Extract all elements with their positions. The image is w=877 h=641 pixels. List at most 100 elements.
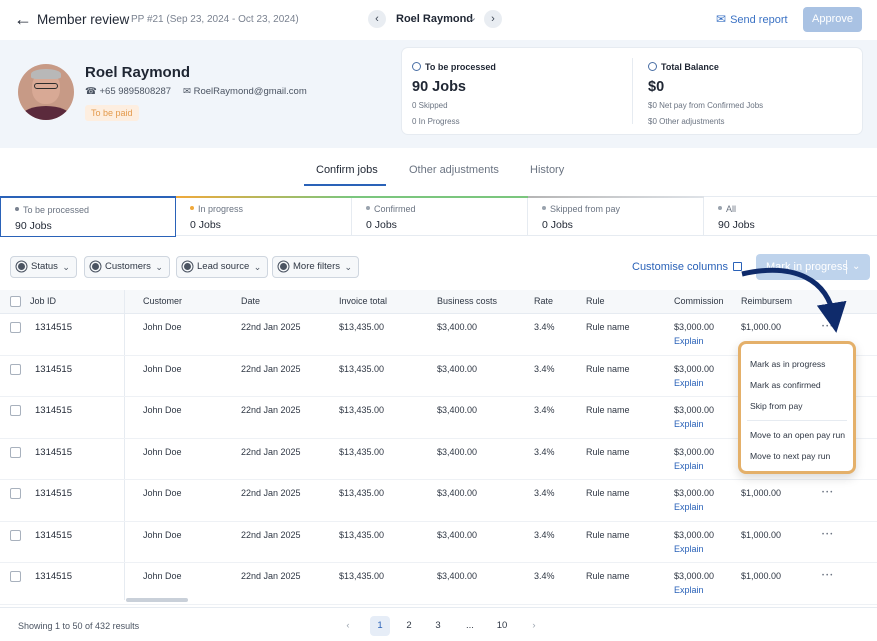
pagination-footer: Showing 1 to 50 of 432 results ‹ 1 2 3 .… <box>0 607 877 641</box>
stat-to-be-processed: To be processed 90 Jobs 0 Skipped 0 In P… <box>402 48 622 134</box>
page-3[interactable]: 3 <box>435 620 441 631</box>
table-header: Job ID Customer Date Invoice total Busin… <box>0 290 877 314</box>
row-more-icon[interactable]: ••• <box>822 490 835 496</box>
table-row[interactable]: 1314515 John Doe 22nd Jan 2025 $13,435.00 $3… <box>0 314 877 356</box>
cell-rate: 3.4% <box>534 322 555 332</box>
menu-move-open-pay-run[interactable]: Move to an open pay run <box>750 430 846 440</box>
col-date[interactable]: Date <box>241 296 261 306</box>
cell-rule: Rule name <box>586 488 630 498</box>
table-row[interactable]: 1314515 John Doe 22nd Jan 2025 $13,435.00 $3… <box>0 480 877 522</box>
table-row[interactable]: 1314515 John Doe 22nd Jan 2025 $13,435.00 $3… <box>0 522 877 563</box>
filter-icon <box>280 263 287 270</box>
filter-customers[interactable]: Customers ⌄ <box>84 256 170 278</box>
filter-lead-source[interactable]: Lead source ⌄ <box>176 256 269 278</box>
status-label: In progress <box>198 204 244 214</box>
col-reimbursement[interactable]: Reimbursem <box>741 296 793 306</box>
filter-more[interactable]: More filters ⌄ <box>272 256 359 278</box>
col-rule[interactable]: Rule <box>586 296 605 306</box>
top-bar: ← Member review PP #21 (Sep 23, 2024 - O… <box>0 0 877 40</box>
row-checkbox[interactable] <box>10 446 21 458</box>
stat-sub-in-progress: 0 In Progress <box>412 117 460 126</box>
row-more-icon[interactable]: ••• <box>822 531 835 538</box>
next-member-chevron-right-icon[interactable]: › <box>484 10 502 28</box>
row-checkbox[interactable] <box>10 363 21 375</box>
stat-sub-skipped: 0 Skipped <box>412 101 448 110</box>
chevron-down-icon[interactable]: ⌄ <box>852 261 861 272</box>
explain-link[interactable]: Explain <box>674 419 704 429</box>
menu-skip-from-pay[interactable]: Skip from pay <box>750 401 803 411</box>
cell-job-id: 1314515 <box>35 322 72 333</box>
select-all-checkbox[interactable] <box>10 296 21 307</box>
cell-commission: $3,000.00 <box>674 571 715 581</box>
status-card-confirmed[interactable]: Confirmed 0 Jobs <box>352 196 528 236</box>
col-customer[interactable]: Customer <box>143 296 183 306</box>
status-label: Skipped from pay <box>550 204 621 214</box>
next-page-chevron-right-icon[interactable]: › <box>532 620 536 631</box>
cell-invoice-total: $13,435.00 <box>339 363 385 374</box>
table-row[interactable]: 1314515 John Doe 22nd Jan 2025 $13,435.00 $3… <box>0 356 877 397</box>
col-business-costs[interactable]: Business costs <box>437 296 498 306</box>
page-1[interactable]: 1 <box>370 616 390 636</box>
status-value: 0 Jobs <box>190 219 221 231</box>
cell-rate: 3.4% <box>534 446 555 457</box>
menu-move-next-pay-run[interactable]: Move to next pay run <box>750 451 831 461</box>
cell-rule: Rule name <box>586 446 630 457</box>
row-checkbox[interactable] <box>10 322 21 333</box>
status-card-skipped[interactable]: Skipped from pay 0 Jobs <box>528 196 704 236</box>
tab-bar: Confirm jobs Other adjustments History <box>0 158 877 188</box>
cell-business-costs: $3,400.00 <box>437 322 478 332</box>
status-card-in-progress[interactable]: In progress 0 Jobs <box>176 196 352 236</box>
phone-text: +65 9895808287 <box>99 86 172 97</box>
status-label: Confirmed <box>374 204 416 214</box>
page-10[interactable]: 10 <box>496 620 508 631</box>
table-row[interactable]: 1314515 John Doe 22nd Jan 2025 $13,435.00 $3… <box>0 563 877 605</box>
page-2[interactable]: 2 <box>406 620 412 631</box>
cell-date: 22nd Jan 2025 <box>241 322 301 332</box>
tab-confirm-jobs[interactable]: Confirm jobs <box>316 164 378 176</box>
tab-other-adjustments[interactable]: Other adjustments <box>409 164 499 176</box>
filter-status[interactable]: Status ⌄ <box>10 256 77 278</box>
stat-value: $0 <box>648 79 665 95</box>
row-checkbox[interactable] <box>10 488 21 499</box>
row-checkbox[interactable] <box>10 405 21 416</box>
prev-page-chevron-left-icon[interactable]: ‹ <box>346 620 350 631</box>
cell-commission: $3,000.00 <box>674 322 715 332</box>
active-tab-indicator <box>304 184 386 186</box>
horizontal-scrollbar[interactable] <box>126 598 188 602</box>
pay-period-label: PP #21 (Sep 23, 2024 - Oct 23, 2024) <box>131 14 299 25</box>
chevron-down-icon[interactable]: ⌄ <box>468 12 478 24</box>
cell-reimbursement: $1,000.00 <box>741 571 782 581</box>
row-checkbox[interactable] <box>10 529 21 541</box>
explain-link[interactable]: Explain <box>674 585 704 595</box>
explain-link[interactable]: Explain <box>674 377 704 388</box>
cell-rule: Rule name <box>586 405 630 415</box>
cell-invoice-total: $13,435.00 <box>339 322 385 332</box>
status-card-all[interactable]: All 90 Jobs <box>704 197 877 236</box>
stat-label: Total Balance <box>648 62 719 72</box>
row-checkbox[interactable] <box>10 571 21 582</box>
customise-columns-link[interactable]: Customise columns <box>632 261 742 273</box>
table-row[interactable]: 1314515 John Doe 22nd Jan 2025 $13,435.00 $3… <box>0 397 877 439</box>
explain-link[interactable]: Explain <box>674 502 704 512</box>
stat-sub-adjustments: $0 Other adjustments <box>648 117 725 126</box>
col-invoice-total[interactable]: Invoice total <box>339 296 388 306</box>
status-card-to-be-processed[interactable]: To be processed 90 Jobs <box>0 196 176 237</box>
approve-button[interactable]: Approve <box>803 7 862 32</box>
cell-business-costs: $3,400.00 <box>437 571 478 581</box>
explain-link[interactable]: Explain <box>674 336 704 346</box>
col-rate[interactable]: Rate <box>534 296 554 306</box>
menu-mark-confirmed[interactable]: Mark as confirmed <box>750 380 821 390</box>
col-job-id[interactable]: Job ID <box>30 296 57 306</box>
tab-history[interactable]: History <box>530 164 565 176</box>
menu-mark-in-progress[interactable]: Mark as in progress <box>750 359 826 369</box>
member-switcher[interactable]: Roel Raymond <box>396 13 474 25</box>
prev-member-chevron-left-icon[interactable]: ‹ <box>368 10 386 28</box>
row-more-icon[interactable]: ••• <box>822 573 835 579</box>
explain-link[interactable]: Explain <box>674 460 704 471</box>
col-commission[interactable]: Commission <box>674 296 724 306</box>
mail-icon: ✉ <box>183 86 191 97</box>
send-report-button[interactable]: ✉ Send report <box>716 12 788 26</box>
back-arrow-icon[interactable]: ← <box>14 9 32 29</box>
cell-date: 22nd Jan 2025 <box>241 529 301 540</box>
explain-link[interactable]: Explain <box>674 543 704 554</box>
